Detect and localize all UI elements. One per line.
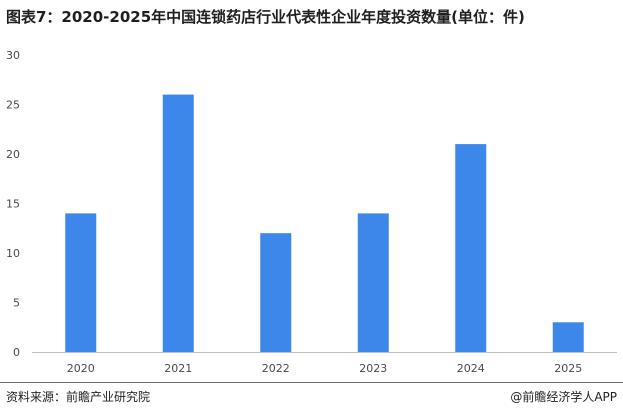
y-tick-label: 25 <box>6 99 20 112</box>
bar-2024 <box>455 144 487 352</box>
x-tick-label: 2025 <box>554 362 582 375</box>
source-note: 资料来源：前瞻产业研究院 <box>6 390 151 404</box>
bars <box>65 94 584 352</box>
bar-2022 <box>260 233 292 352</box>
chart-title: 图表7：2020-2025年中国连锁药店行业代表性企业年度投资数量(单位：件) <box>6 8 525 26</box>
x-tick-label: 2021 <box>164 362 192 375</box>
x-axis-ticks: 2020 2021 2022 2023 2024 2025 <box>67 362 583 375</box>
bar-2020 <box>65 213 97 352</box>
bar-2025 <box>552 322 584 352</box>
bar-2023 <box>357 213 389 352</box>
y-tick-label: 0 <box>13 346 20 359</box>
x-tick-label: 2024 <box>457 362 485 375</box>
x-tick-label: 2020 <box>67 362 95 375</box>
bar-2021 <box>162 94 194 352</box>
brand-label: @前瞻经济学人APP <box>510 390 617 404</box>
y-tick-label: 20 <box>6 148 20 161</box>
y-tick-label: 5 <box>13 297 20 310</box>
y-axis-ticks: 0 5 10 15 20 25 30 <box>6 49 20 359</box>
footer-divider <box>0 382 623 383</box>
y-tick-label: 10 <box>6 247 20 260</box>
x-tick-label: 2022 <box>262 362 290 375</box>
y-tick-label: 30 <box>6 49 20 62</box>
x-tick-label: 2023 <box>359 362 387 375</box>
y-tick-label: 15 <box>6 198 20 211</box>
